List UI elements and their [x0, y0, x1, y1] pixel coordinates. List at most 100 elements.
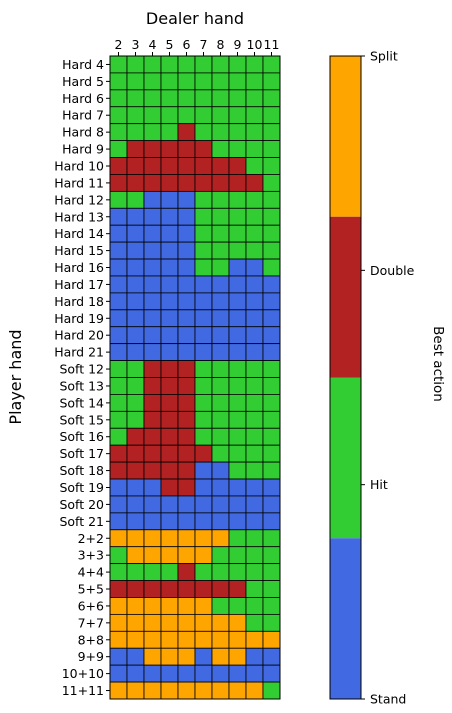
cell-stand [109, 241, 128, 260]
cell-stand [160, 512, 179, 531]
cell-double [126, 427, 145, 446]
y-tick-label: Hard 21 [54, 345, 104, 360]
cell-hit [262, 190, 281, 209]
cell-double [126, 140, 145, 158]
cell-split [177, 681, 196, 700]
cell-stand [143, 664, 162, 683]
cell-hit [262, 89, 281, 108]
cell-stand [228, 495, 247, 514]
cell-split [143, 630, 162, 649]
cell-stand [245, 647, 264, 666]
cell-hit [262, 241, 281, 260]
colorbar-tick-label: Hit [370, 477, 388, 492]
cell-stand [228, 309, 247, 328]
cell-stand [211, 461, 230, 480]
cell-stand [143, 309, 162, 328]
y-tick-label: Hard 4 [62, 57, 104, 72]
cell-hit [245, 563, 264, 581]
cell-split [143, 597, 162, 615]
cell-stand [177, 258, 196, 277]
cell-double [194, 580, 213, 598]
cell-split [160, 681, 179, 700]
cell-stand [194, 478, 213, 497]
cell-hit [245, 157, 264, 175]
cell-hit [109, 140, 128, 158]
cell-stand [143, 512, 162, 531]
cell-stand [160, 275, 179, 294]
colorbar-stand [330, 538, 361, 699]
cell-hit [245, 140, 264, 158]
cell-stand [126, 275, 145, 294]
cell-double [160, 444, 179, 463]
cell-hit [194, 410, 213, 429]
colorbar-hit [330, 377, 361, 539]
cell-hit [126, 377, 145, 395]
cell-hit [262, 55, 281, 74]
cell-double [143, 140, 162, 158]
cell-hit [109, 410, 128, 429]
cell-hit [126, 563, 145, 581]
cell-stand [245, 343, 264, 361]
cell-hit [211, 55, 230, 74]
cell-hit [245, 123, 264, 142]
cell-stand [109, 495, 128, 514]
cell-hit [194, 106, 213, 125]
cell-double [177, 563, 196, 581]
cell-double [143, 157, 162, 175]
y-tick-label: 4+4 [78, 565, 104, 580]
y-tick-label: Soft 13 [59, 378, 104, 393]
cell-double [143, 461, 162, 480]
cell-stand [143, 326, 162, 345]
cell-hit [211, 190, 230, 209]
cell-double [211, 174, 230, 192]
cell-split [160, 546, 179, 565]
cell-double [126, 580, 145, 598]
cell-hit [262, 72, 281, 91]
cell-double [160, 394, 179, 412]
cell-hit [194, 55, 213, 74]
cell-double [228, 580, 247, 598]
cell-hit [228, 72, 247, 91]
cell-double [194, 174, 213, 192]
cell-hit [126, 72, 145, 91]
cell-hit [194, 207, 213, 226]
cell-stand [194, 461, 213, 480]
colorbar-tick-label: Stand [370, 692, 406, 707]
cell-double [109, 461, 128, 480]
cell-split [160, 647, 179, 666]
cell-stand [143, 275, 162, 294]
cell-hit [194, 89, 213, 108]
cell-stand [177, 292, 196, 311]
cell-stand [211, 309, 230, 328]
cell-hit [143, 55, 162, 74]
cell-hit [245, 613, 264, 632]
cell-double [160, 580, 179, 598]
cell-hit [126, 410, 145, 429]
cell-double [143, 580, 162, 598]
x-axis-ticks: 2 3 4 5 6 7 8 9 10 11 [115, 37, 280, 56]
cell-stand [228, 343, 247, 361]
cell-stand [211, 495, 230, 514]
y-tick-label: Soft 14 [59, 395, 104, 410]
cell-double [177, 174, 196, 192]
cell-double [109, 174, 128, 192]
cell-hit [211, 258, 230, 277]
cell-split [177, 613, 196, 632]
cell-stand [228, 275, 247, 294]
cell-hit [228, 546, 247, 565]
cell-stand [211, 664, 230, 683]
x-tick-label: 11 [264, 37, 280, 52]
x-tick-label: 5 [166, 37, 174, 52]
y-tick-label: Hard 6 [62, 91, 104, 106]
cell-hit [109, 72, 128, 91]
cell-stand [177, 241, 196, 260]
cell-split [245, 630, 264, 649]
cell-hit [262, 224, 281, 243]
cell-hit [211, 224, 230, 243]
cell-stand [143, 207, 162, 226]
cell-hit [228, 427, 247, 446]
cell-hit [262, 681, 281, 700]
cell-hit [228, 140, 247, 158]
cell-hit [126, 55, 145, 74]
